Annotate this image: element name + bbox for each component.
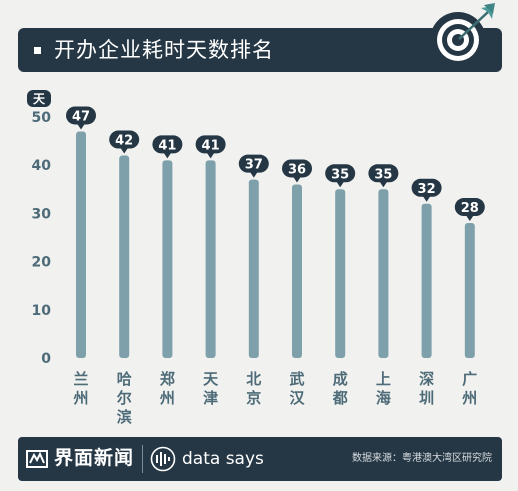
data-label: 37: [245, 158, 263, 173]
value-bubble: [66, 106, 96, 125]
y-tick-label: 10: [32, 303, 52, 319]
y-tick-label: 20: [32, 255, 52, 271]
value-bubble-pointer: [336, 181, 345, 188]
data-label: 41: [158, 138, 176, 153]
data-label: 41: [202, 138, 220, 153]
data-label: 42: [115, 134, 133, 149]
value-bubble-pointer: [379, 181, 388, 188]
data-label: 28: [461, 201, 479, 216]
y-tick-label: 50: [32, 110, 52, 126]
value-bubble-pointer: [163, 152, 172, 159]
data-label: 32: [418, 182, 436, 197]
x-tick-label: 成都: [332, 370, 348, 407]
value-bubble: [282, 159, 312, 178]
value-bubble: [238, 154, 269, 173]
y-tick-label: 30: [32, 206, 52, 222]
data-says-logo-icon: [150, 446, 176, 472]
data-label: 36: [288, 162, 306, 177]
brand-name: 界面新闻: [54, 447, 135, 469]
bar: [464, 223, 475, 358]
y-tick-label: 40: [32, 158, 52, 174]
bar: [76, 131, 86, 358]
y-unit-box: [27, 90, 51, 107]
title-bullet: [34, 47, 41, 54]
x-tick-label: 天津: [203, 370, 219, 407]
page-title: 开办企业耗时天数排名: [54, 38, 274, 62]
title-banner: 开办企业耗时天数排名: [18, 28, 502, 72]
bar: [335, 189, 346, 358]
x-tick-label: 北京: [246, 370, 261, 407]
value-bubble: [454, 198, 485, 217]
bar: [421, 203, 432, 358]
target-icon: [428, 2, 498, 70]
data-label: 35: [374, 167, 392, 182]
bar: [205, 160, 216, 358]
data-says-label: data says: [182, 449, 264, 469]
value-bubble: [325, 164, 356, 183]
value-bubble-pointer: [120, 147, 129, 154]
data-label: 35: [331, 167, 349, 182]
x-tick-label: 广州: [461, 370, 477, 407]
y-axis-label: 天: [33, 92, 46, 106]
value-bubble-pointer: [206, 152, 215, 159]
bar: [248, 179, 259, 358]
x-tick-label: 哈尔滨: [117, 370, 132, 426]
x-tick-label: 上海: [376, 370, 391, 407]
value-bubble-pointer: [422, 195, 431, 202]
bar: [378, 189, 389, 358]
bar: [162, 160, 173, 358]
data-source: 数据来源：粤港澳大湾区研究院: [352, 453, 492, 464]
data-label: 47: [72, 109, 90, 124]
value-bubble-pointer: [465, 215, 474, 222]
value-bubble: [109, 130, 140, 149]
footer-banner: 界面新闻 data says 数据来源：粤港澳大湾区研究院: [18, 437, 502, 481]
value-bubble: [152, 135, 183, 154]
y-tick-label: 0: [41, 351, 51, 367]
value-bubble-pointer: [249, 171, 258, 178]
x-tick-label: 郑州: [159, 370, 175, 407]
value-bubble-pointer: [293, 176, 301, 183]
bar: [292, 184, 302, 358]
footer-divider: [142, 445, 143, 473]
bar: [119, 155, 130, 358]
value-bubble-pointer: [77, 123, 85, 130]
x-tick-label: 武汉: [289, 370, 305, 407]
value-bubble: [368, 164, 399, 183]
value-bubble: [411, 178, 442, 197]
value-bubble: [195, 135, 226, 154]
x-tick-label: 深圳: [419, 370, 434, 407]
jiemian-logo-icon: [26, 450, 48, 468]
x-tick-label: 兰州: [72, 370, 88, 407]
